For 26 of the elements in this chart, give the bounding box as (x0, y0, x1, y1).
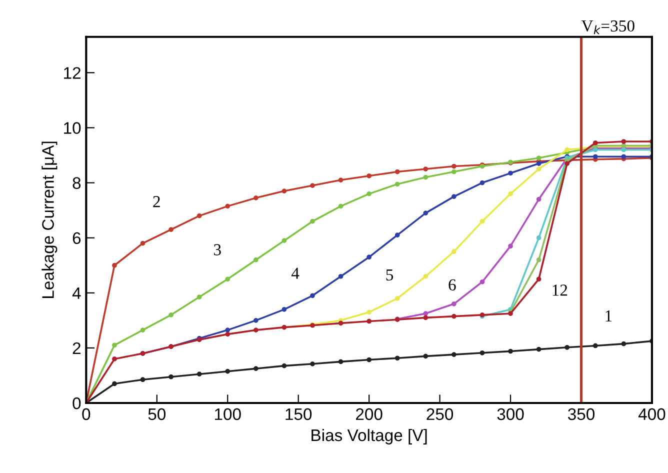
x-tick-label: 250 (426, 408, 454, 420)
x-tick-label: 350 (568, 408, 594, 420)
x-axis-title: Bias Voltage [V] (312, 428, 427, 444)
y-axis-title: Leakage Current [μA] (42, 142, 58, 298)
y-tick-label: 0 (72, 397, 81, 410)
x-tick-label: 400 (638, 408, 666, 420)
x-tick-label: 50 (148, 408, 166, 420)
x-tick-label: 150 (286, 408, 312, 420)
series-label: 2 (153, 196, 160, 208)
x-tick-label: 100 (214, 408, 241, 420)
series-label: 5 (386, 269, 394, 281)
y-tick-label: 8 (72, 177, 81, 189)
y-tick-label: 12 (64, 67, 80, 79)
series-label: 1 (606, 310, 612, 322)
series-label: 6 (448, 279, 456, 291)
y-tick-label: 10 (64, 122, 81, 134)
y-tick-label: 2 (72, 342, 80, 354)
x-tick-label: 200 (356, 408, 382, 420)
x-tick-label: 300 (497, 408, 524, 420)
x-tick-label: 0 (82, 408, 90, 420)
ref-line-label: V$_{k}$=350 (581, 20, 634, 34)
y-tick-label: 6 (72, 232, 81, 244)
series-label: 3 (214, 244, 221, 256)
series-label: 4 (291, 268, 300, 279)
y-tick-label: 4 (72, 287, 81, 299)
series-label: 12 (552, 284, 568, 296)
